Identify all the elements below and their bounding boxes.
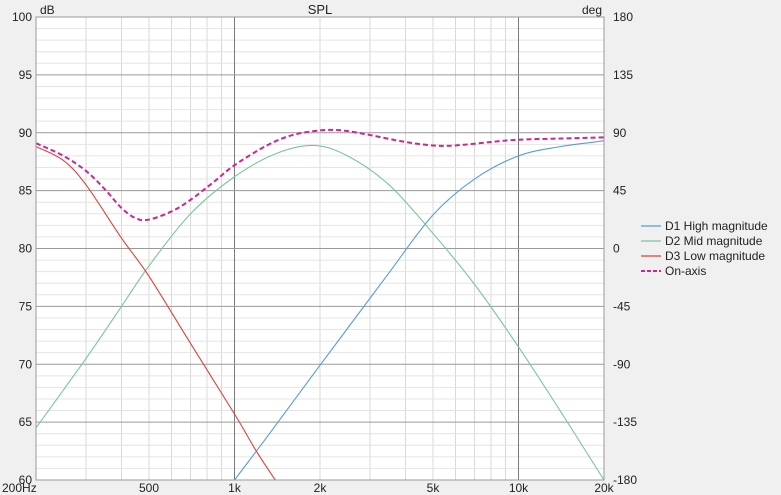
series-line-d1-high-magnitude xyxy=(234,140,604,480)
series-line-d2-mid-magnitude xyxy=(36,144,604,480)
chart-title: SPL xyxy=(308,2,333,17)
x-tick-labels: 200Hz 500 1k 2k 5k 10k 20k xyxy=(2,481,615,495)
x-tick-label: 5k xyxy=(427,481,441,495)
y-left-tick-label: 70 xyxy=(19,357,33,371)
y-left-tick-label: 100 xyxy=(12,10,32,24)
y-right-tick-labels: 180 135 90 45 0 -45 -90 -135 -180 xyxy=(613,10,637,487)
y-right-tick-label: -180 xyxy=(613,473,637,487)
y-left-tick-label: 90 xyxy=(19,126,33,140)
series-line-on-axis xyxy=(36,128,604,222)
y-right-tick-label: -135 xyxy=(613,415,637,429)
y-right-tick-label: 135 xyxy=(613,68,633,82)
x-tick-label: 200Hz xyxy=(2,481,37,495)
y-right-tick-label: 180 xyxy=(613,10,633,24)
y-axis-right-label: deg xyxy=(582,3,602,17)
y-axis-left-label: dB xyxy=(40,3,55,17)
x-tick-label: 10k xyxy=(509,481,529,495)
legend-entry-label: D1 High magnitude xyxy=(665,219,768,233)
y-left-tick-labels: 100 95 90 85 80 75 70 65 60 xyxy=(12,10,32,487)
y-right-tick-label: 0 xyxy=(613,242,620,256)
x-tick-label: 20k xyxy=(594,481,614,495)
y-left-tick-label: 60 xyxy=(19,473,33,487)
series-layer xyxy=(36,128,604,480)
y-right-tick-label: 45 xyxy=(613,184,627,198)
plot-border xyxy=(35,16,605,481)
x-tick-label: 500 xyxy=(139,481,159,495)
series-line-d3-low-magnitude xyxy=(36,146,276,480)
x-tick-label: 1k xyxy=(228,481,242,495)
y-left-tick-label: 80 xyxy=(19,242,33,256)
y-right-tick-label: 90 xyxy=(613,126,627,140)
major-gridlines xyxy=(36,17,604,480)
y-right-tick-label: -90 xyxy=(613,357,631,371)
legend-entry-label: On-axis xyxy=(665,264,706,278)
y-left-tick-label: 65 xyxy=(19,415,33,429)
y-right-tick-label: -45 xyxy=(613,299,631,313)
y-left-tick-label: 85 xyxy=(19,184,33,198)
legend-entry-label: D3 Low magnitude xyxy=(665,249,765,263)
y-left-tick-label: 95 xyxy=(19,68,33,82)
x-tick-label: 2k xyxy=(314,481,328,495)
legend-entry-label: D2 Mid magnitude xyxy=(665,234,763,248)
y-left-tick-label: 75 xyxy=(19,299,33,313)
